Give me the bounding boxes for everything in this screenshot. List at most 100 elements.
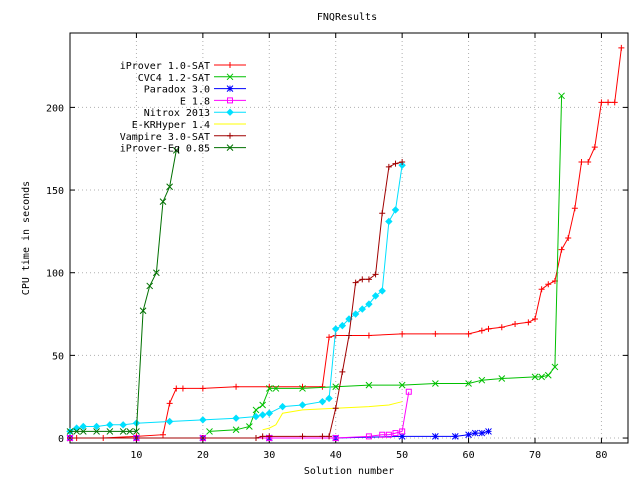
data-point <box>166 400 173 407</box>
data-point <box>278 402 287 411</box>
x-tick-label: 50 <box>396 450 408 461</box>
data-point <box>253 435 259 442</box>
series-7 <box>67 158 406 442</box>
axes: 0 50 100 150 200 10 20 30 40 50 60 70 80 <box>46 33 628 461</box>
data-point <box>618 44 625 51</box>
data-point <box>398 161 406 169</box>
data-point <box>199 435 206 442</box>
data-point <box>133 435 140 442</box>
x-tick-label: 30 <box>263 450 275 461</box>
data-point <box>379 431 386 438</box>
data-point <box>166 183 173 191</box>
x-tick-label: 60 <box>463 450 475 461</box>
data-point <box>346 332 352 339</box>
data-point <box>379 210 386 217</box>
data-point <box>605 99 612 106</box>
data-point <box>318 397 327 406</box>
data-point <box>465 330 472 337</box>
data-point <box>498 324 505 331</box>
data-point <box>405 388 412 395</box>
data-point <box>73 428 80 435</box>
data-point <box>232 414 240 422</box>
data-point <box>365 300 373 308</box>
data-point <box>558 92 565 100</box>
data-point <box>611 99 618 106</box>
data-point <box>160 431 166 438</box>
y-axis-label: CPU time in seconds <box>21 181 32 295</box>
data-point <box>532 316 538 323</box>
data-point <box>498 375 506 382</box>
series-5 <box>66 161 406 436</box>
data-point <box>232 426 240 434</box>
legend-label: Paradox 3.0 <box>144 85 210 96</box>
data-point <box>392 430 399 437</box>
data-point <box>358 305 366 313</box>
data-point <box>551 363 559 371</box>
data-point <box>92 422 101 431</box>
data-point <box>159 198 167 205</box>
data-point <box>338 321 347 330</box>
y-tick-label: 200 <box>46 103 64 114</box>
data-point <box>258 411 267 419</box>
data-point <box>399 428 406 435</box>
data-point <box>206 428 213 435</box>
legend-label: Nitrox 2013 <box>144 108 210 119</box>
series-line <box>76 47 622 439</box>
data-point <box>432 330 439 337</box>
legend-label: Vampire 3.0-SAT <box>120 132 210 143</box>
x-tick-label: 70 <box>529 450 541 461</box>
data-point <box>226 85 234 92</box>
series-line <box>69 165 403 432</box>
data-point <box>199 385 206 392</box>
data-point <box>298 401 307 409</box>
data-point <box>226 73 234 81</box>
data-point <box>571 205 578 212</box>
data-point <box>385 217 393 226</box>
data-point <box>485 325 492 332</box>
data-point <box>265 385 273 392</box>
data-point <box>578 158 585 165</box>
data-point <box>266 433 273 440</box>
data-point <box>259 433 266 440</box>
data-point <box>591 144 598 151</box>
data-point <box>79 428 87 435</box>
legend-label: iProver 1.0-SAT <box>120 61 210 72</box>
data-point <box>299 385 306 392</box>
data-point <box>79 422 87 431</box>
data-point <box>227 132 233 139</box>
x-tick-label: 40 <box>330 450 342 461</box>
data-point <box>385 163 392 170</box>
data-point <box>326 334 333 341</box>
data-point <box>398 433 406 440</box>
x-tick-label: 10 <box>130 450 142 461</box>
data-point <box>565 235 572 241</box>
data-point <box>531 373 539 381</box>
data-point <box>173 385 180 392</box>
data-point <box>226 144 234 151</box>
data-point <box>478 327 485 334</box>
x-tick-label: 80 <box>595 450 607 461</box>
data-point <box>165 417 174 426</box>
data-point <box>199 416 207 424</box>
data-point <box>465 380 472 387</box>
data-point <box>259 401 266 409</box>
data-point <box>106 421 114 429</box>
data-point <box>478 429 486 437</box>
data-point <box>265 409 273 417</box>
data-point <box>325 394 333 403</box>
data-point <box>451 433 459 440</box>
data-point <box>179 385 186 392</box>
data-point <box>471 429 479 437</box>
data-point <box>146 282 154 290</box>
data-point <box>67 435 73 442</box>
data-point <box>432 433 439 440</box>
data-point <box>172 147 180 154</box>
data-point <box>227 62 233 68</box>
data-point <box>66 428 74 435</box>
data-point <box>332 383 340 391</box>
data-point <box>478 376 486 384</box>
data-point <box>246 423 253 430</box>
data-point <box>485 428 492 435</box>
data-point <box>139 307 147 315</box>
